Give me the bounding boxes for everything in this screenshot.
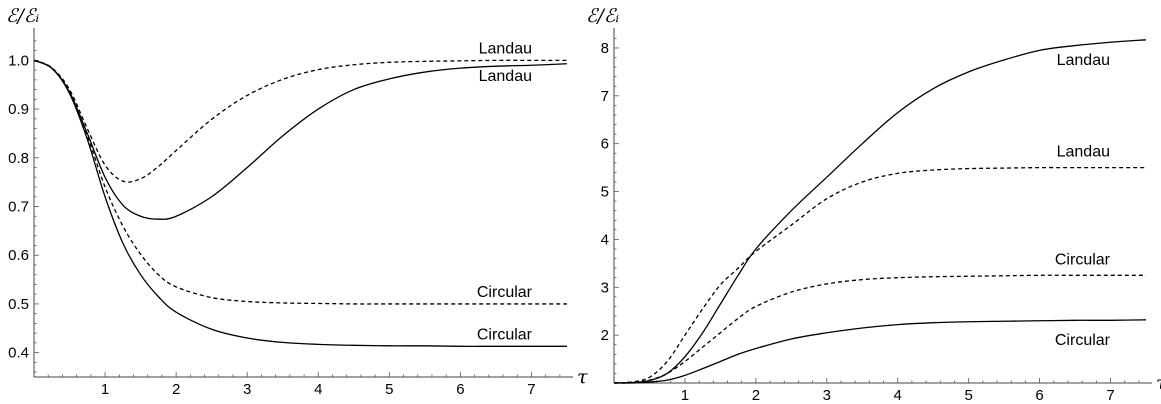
series-landau-dashed-line — [33, 59, 567, 183]
left-chart: 1 2 3 4 5 6 7 0.4 0.5 0.6 0.7 0.8 0.9 1.0 τ ℰ/ℰᵢ Landau L… — [6, 5, 588, 398]
y-tick-label: 8 — [601, 40, 609, 57]
x-tick-label: 1 — [101, 381, 109, 398]
y-tick-label: 6 — [601, 136, 609, 153]
series-label-landau: Landau — [1057, 144, 1110, 161]
series-landau-dashed-line — [613, 166, 1146, 384]
series-circular-dashed-line — [613, 274, 1146, 384]
x-tick-label: 5 — [385, 381, 393, 398]
y-tick-label: 5 — [601, 184, 609, 201]
y-tick-label: 2 — [601, 327, 609, 344]
y-tick-label: 0.6 — [8, 247, 29, 264]
right-chart: 1 2 3 4 5 6 7 2 3 4 5 6 7 8 τ ℰ/ℰᵢ Landau Landau Circular C… — [586, 5, 1161, 404]
x-tick-label: 7 — [527, 381, 535, 398]
series-circular-dashed-line — [33, 59, 567, 305]
y-tick-label: 0.5 — [8, 296, 29, 313]
y-tick-label: 0.4 — [8, 345, 29, 362]
y-tick-label: 0.7 — [8, 199, 29, 216]
x-tick-label: 2 — [752, 387, 760, 404]
series-label-circular: Circular — [1055, 332, 1111, 349]
y-axis-label: ℰ/ℰᵢ — [586, 5, 619, 27]
y-axis-label: ℰ/ℰᵢ — [6, 5, 39, 27]
series-label-circular: Circular — [1055, 251, 1111, 268]
series-label-landau: Landau — [479, 68, 532, 85]
x-tick-label: 7 — [1106, 387, 1114, 404]
x-tick-label: 2 — [172, 381, 180, 398]
x-tick-label: 6 — [1035, 387, 1043, 404]
y-tick-label: 7 — [601, 88, 609, 105]
x-tick-label: 4 — [314, 381, 322, 398]
y-tick-label: 0.8 — [8, 150, 29, 167]
x-tick-label: 3 — [823, 387, 831, 404]
x-axis-label: τ — [1156, 372, 1161, 394]
series-label-circular: Circular — [477, 284, 533, 301]
x-tick-label: 5 — [964, 387, 972, 404]
series-label-landau: Landau — [1057, 52, 1110, 69]
series-landau-solid-line — [33, 59, 568, 220]
x-tick-label: 4 — [894, 387, 902, 404]
series-label-landau: Landau — [479, 40, 532, 57]
x-tick-label: 3 — [243, 381, 251, 398]
y-tick-label: 0.9 — [8, 101, 29, 118]
series-label-circular: Circular — [477, 326, 533, 343]
x-tick-label: 1 — [681, 387, 689, 404]
y-tick-label: 3 — [601, 279, 609, 296]
series-circular-solid-line — [33, 59, 567, 347]
y-tick-label: 1.0 — [8, 52, 29, 69]
x-tick-label: 6 — [456, 381, 464, 398]
x-axis-label: τ — [577, 366, 588, 388]
y-tick-label: 4 — [601, 231, 609, 248]
series-circular-solid-line — [613, 319, 1147, 384]
